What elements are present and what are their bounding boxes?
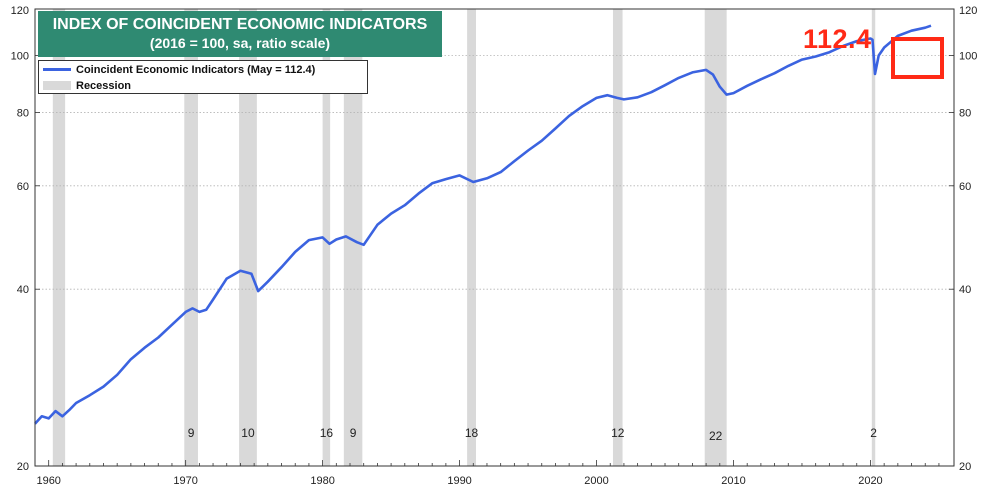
latest-value-highlight-box: [891, 37, 944, 79]
legend-series-label: Coincident Economic Indicators (May = 11…: [76, 64, 315, 76]
recession-band: [613, 9, 623, 466]
x-tick-label: 1990: [447, 475, 471, 487]
chart-title-box: INDEX OF COINCIDENT ECONOMIC INDICATORS …: [38, 11, 442, 57]
legend-line-swatch: [43, 68, 71, 71]
recession-duration-label: 2: [870, 426, 877, 440]
x-tick-label: 2000: [584, 475, 608, 487]
recession-duration-label: 18: [465, 426, 479, 440]
x-tick-label: 2020: [858, 475, 882, 487]
x-tick-label: 1980: [310, 475, 334, 487]
y-tick-label-left: 40: [17, 284, 29, 296]
x-axis-ticks: 1960 1970 1980 1990 2000 2010 2020: [36, 460, 938, 487]
x-tick-label: 1960: [36, 475, 60, 487]
x-tick-label: 1970: [173, 475, 197, 487]
legend-item-recession: Recession: [39, 78, 367, 93]
recession-duration-label: 12: [611, 426, 625, 440]
y-tick-label-right: 80: [959, 107, 971, 119]
y-tick-label-right: 20: [959, 461, 971, 473]
recession-duration-label: 9: [350, 426, 357, 440]
chart-subtitle: (2016 = 100, sa, ratio scale): [38, 34, 442, 53]
y-tick-label-left: 60: [17, 181, 29, 193]
y-tick-label-left: 100: [11, 51, 29, 63]
y-tick-label-left: 80: [17, 107, 29, 119]
legend: Coincident Economic Indicators (May = 11…: [38, 60, 368, 94]
legend-recession-swatch: [43, 81, 71, 90]
y-tick-label-left: 120: [11, 5, 29, 17]
y-tick-label-left: 20: [17, 461, 29, 473]
recession-duration-label: 10: [241, 426, 255, 440]
recession-duration-labels: 9 10 16 9 18 12 22 2: [188, 426, 877, 443]
latest-value-callout: 112.4: [803, 24, 872, 55]
y-tick-label-right: 40: [959, 284, 971, 296]
y-tick-label-right: 120: [959, 5, 977, 17]
x-tick-label: 2010: [721, 475, 745, 487]
legend-item-series: Coincident Economic Indicators (May = 11…: [39, 62, 367, 77]
chart-title: INDEX OF COINCIDENT ECONOMIC INDICATORS: [38, 15, 442, 34]
recession-band: [872, 9, 875, 466]
y-tick-label-right: 60: [959, 181, 971, 193]
recession-duration-label: 22: [709, 429, 723, 443]
recession-duration-label: 9: [188, 426, 195, 440]
legend-recession-label: Recession: [76, 80, 131, 92]
y-tick-label-right: 100: [959, 51, 977, 63]
recession-band: [467, 9, 476, 466]
recession-duration-label: 16: [320, 426, 334, 440]
